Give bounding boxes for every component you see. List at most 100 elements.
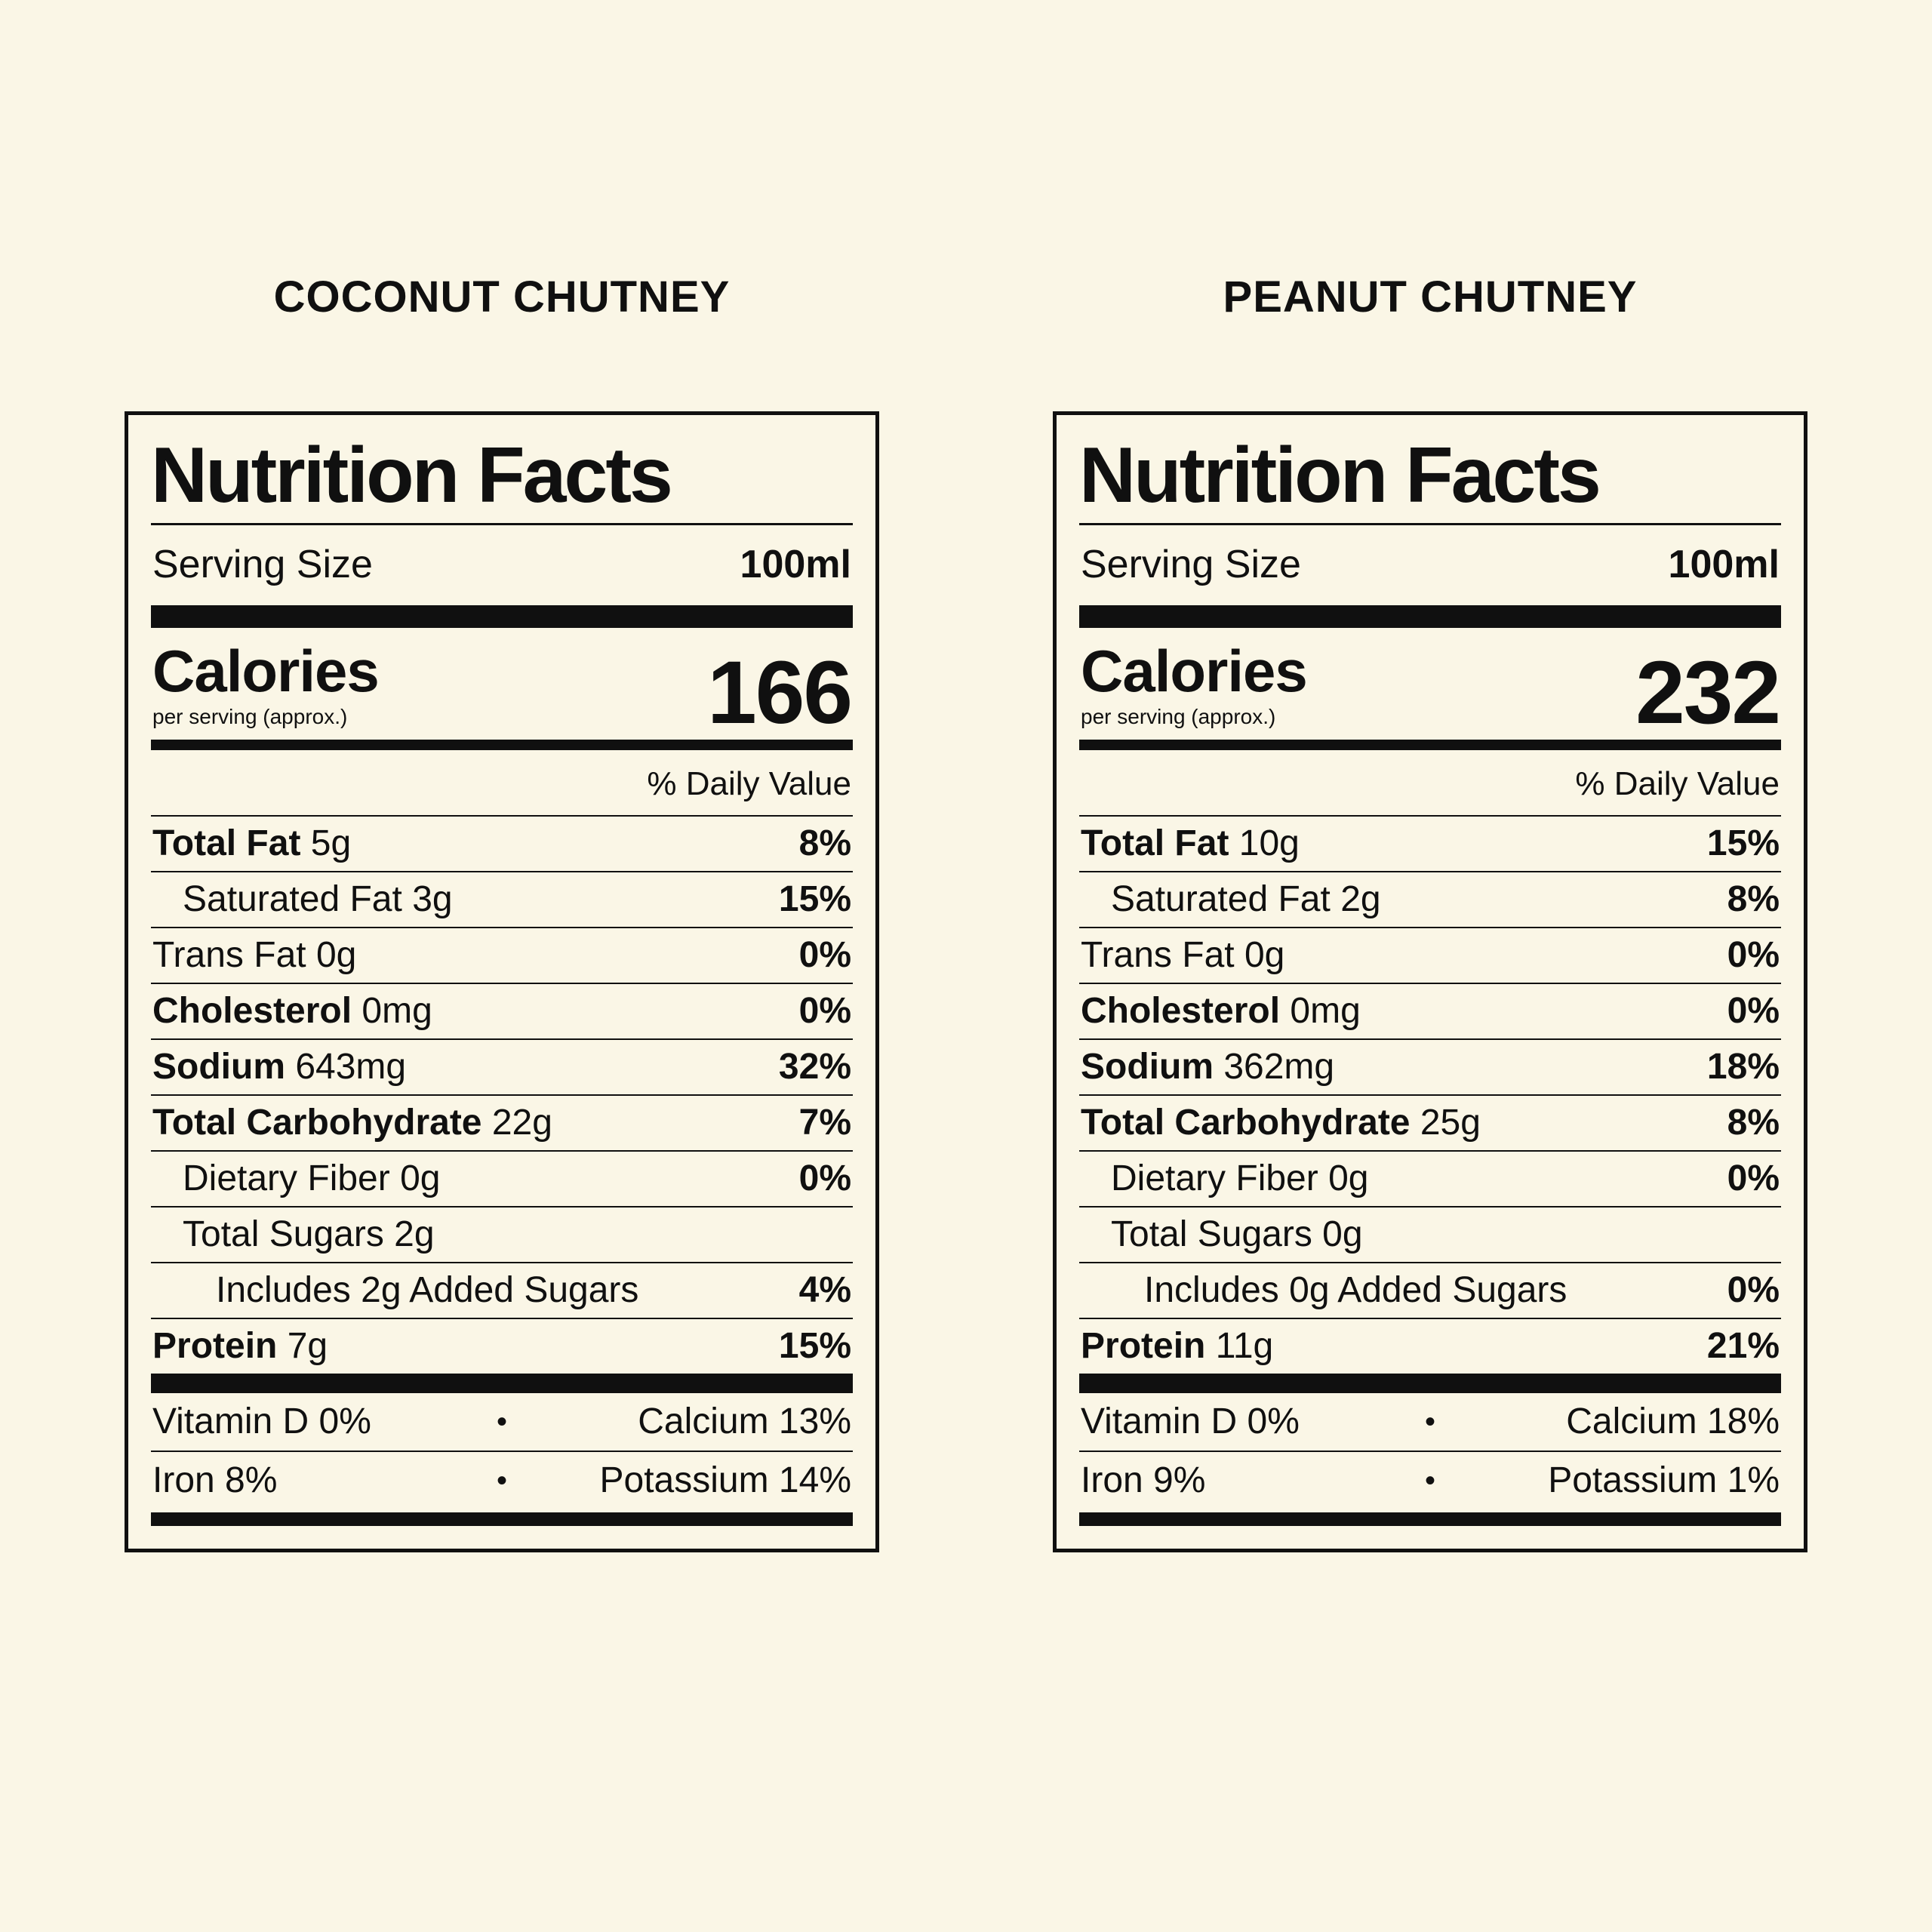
micro-right: Potassium 14% [599, 1460, 852, 1501]
nutrient-name: Total Sugars 0g [1111, 1214, 1363, 1255]
nutrient-dv: 8% [1727, 879, 1780, 920]
divider-bottom [1079, 1512, 1781, 1527]
product-title: COCONUT CHUTNEY [273, 272, 731, 321]
nutrient-name: Protein 11g [1081, 1326, 1274, 1367]
nutrient-name: Dietary Fiber 0g [1111, 1158, 1369, 1199]
nutrient-dv: 0% [1727, 1270, 1780, 1311]
bullet-separator: • [1424, 1464, 1435, 1498]
nutrient-name: Dietary Fiber 0g [183, 1158, 441, 1199]
nutrition-label: Nutrition Facts Serving Size 100ml Calor… [1053, 411, 1807, 1553]
nutrient-dv: 4% [798, 1270, 851, 1311]
micro-right: Calcium 18% [1566, 1401, 1780, 1442]
serving-size-value: 100ml [1668, 543, 1780, 587]
nutrient-name: Protein 7g [152, 1326, 328, 1367]
micro-row-iron-potassium: Iron 9% • Potassium 1% [1079, 1451, 1781, 1509]
nutrient-row-trans-fat: Trans Fat 0g 0% [1079, 927, 1781, 983]
daily-value-header: % Daily Value [1575, 765, 1780, 803]
nutrient-name: Cholesterol 0mg [1081, 991, 1361, 1032]
nutrient-dv: 0% [1727, 935, 1780, 976]
nutrient-dv: 7% [798, 1103, 851, 1143]
nutrient-name: Sodium 362mg [1081, 1047, 1335, 1088]
nutrition-facts-heading: Nutrition Facts [1079, 434, 1781, 526]
nutrient-name: Saturated Fat 2g [1111, 879, 1381, 920]
micro-left: Iron 8% [152, 1460, 278, 1501]
nutrient-row-added-sugars: Includes 0g Added Sugars 0% [1079, 1262, 1781, 1318]
serving-size-label: Serving Size [152, 543, 373, 587]
micro-row-vitamind-calcium: Vitamin D 0% • Calcium 13% [151, 1393, 853, 1451]
serving-size-value: 100ml [740, 543, 851, 587]
daily-value-header: % Daily Value [647, 765, 851, 803]
micro-row-iron-potassium: Iron 8% • Potassium 14% [151, 1451, 853, 1509]
nutrition-label: Nutrition Facts Serving Size 100ml Calor… [125, 411, 879, 1553]
nutrient-dv: 32% [778, 1047, 851, 1088]
nutrient-dv: 15% [778, 879, 851, 920]
calories-value: 166 [707, 642, 853, 743]
bullet-separator: • [1424, 1405, 1435, 1439]
nutrient-name: Total Sugars 2g [183, 1214, 435, 1255]
nutrient-dv: 21% [1706, 1326, 1780, 1367]
nutrient-dv: 8% [1727, 1103, 1780, 1143]
divider-thick [151, 605, 853, 629]
nutrient-row-trans-fat: Trans Fat 0g 0% [151, 927, 853, 983]
nutrient-row-cholesterol: Cholesterol 0mg 0% [1079, 983, 1781, 1038]
divider-medium [1079, 740, 1781, 751]
divider-thick [1079, 605, 1781, 629]
nutrient-name: Trans Fat 0g [1081, 935, 1285, 976]
nutrient-row-total-carbohydrate: Total Carbohydrate 22g 7% [151, 1094, 853, 1150]
micro-right: Calcium 13% [638, 1401, 851, 1442]
nutrient-row-total-fat: Total Fat 10g 15% [1079, 815, 1781, 871]
calories-value: 232 [1635, 642, 1781, 743]
nutrient-row-total-sugars: Total Sugars 2g [151, 1206, 853, 1262]
divider-thick [151, 1374, 853, 1394]
nutrient-row-added-sugars: Includes 2g Added Sugars 4% [151, 1262, 853, 1318]
nutrient-dv: 15% [778, 1326, 851, 1367]
calories-note: per serving (approx.) [1081, 705, 1276, 729]
divider-bottom [151, 1512, 853, 1527]
micro-left: Iron 9% [1081, 1460, 1206, 1501]
nutrient-row-sodium: Sodium 643mg 32% [151, 1038, 853, 1094]
nutrient-name: Includes 2g Added Sugars [216, 1270, 639, 1311]
serving-size-row: Serving Size 100ml [1079, 525, 1781, 605]
nutrient-row-protein: Protein 11g 21% [1079, 1318, 1781, 1374]
nutrient-name: Cholesterol 0mg [152, 991, 432, 1032]
nutrient-name: Total Fat 10g [1081, 823, 1300, 864]
nutrient-dv: 0% [798, 991, 851, 1032]
nutrient-name: Total Fat 5g [152, 823, 352, 864]
product-title: PEANUT CHUTNEY [1223, 272, 1638, 321]
labels-comparison: COCONUT CHUTNEY Nutrition Facts Serving … [125, 272, 1807, 1553]
label-column-peanut: PEANUT CHUTNEY Nutrition Facts Serving S… [1053, 272, 1807, 1553]
nutrient-dv: 15% [1706, 823, 1780, 864]
calories-row: Calories per serving (approx.) 166 [151, 628, 853, 740]
nutrient-name: Trans Fat 0g [152, 935, 357, 976]
nutrient-name: Includes 0g Added Sugars [1144, 1270, 1567, 1311]
nutrient-row-sodium: Sodium 362mg 18% [1079, 1038, 1781, 1094]
nutrient-row-cholesterol: Cholesterol 0mg 0% [151, 983, 853, 1038]
divider-medium [151, 740, 853, 751]
calories-label: Calories [1081, 638, 1308, 705]
micro-right: Potassium 1% [1548, 1460, 1780, 1501]
nutrition-facts-heading: Nutrition Facts [151, 434, 853, 526]
nutrient-dv: 8% [798, 823, 851, 864]
nutrient-row-saturated-fat: Saturated Fat 3g 15% [151, 871, 853, 927]
nutrient-dv: 0% [1727, 991, 1780, 1032]
nutrient-dv: 0% [798, 935, 851, 976]
nutrient-row-total-sugars: Total Sugars 0g [1079, 1206, 1781, 1262]
nutrient-name: Total Carbohydrate 22g [152, 1103, 552, 1143]
nutrient-row-saturated-fat: Saturated Fat 2g 8% [1079, 871, 1781, 927]
nutrient-dv: 18% [1706, 1047, 1780, 1088]
micro-left: Vitamin D 0% [152, 1401, 371, 1442]
calories-label-group: Calories per serving (approx.) [1081, 638, 1308, 729]
calories-note: per serving (approx.) [152, 705, 348, 729]
nutrient-row-protein: Protein 7g 15% [151, 1318, 853, 1374]
nutrient-name: Total Carbohydrate 25g [1081, 1103, 1481, 1143]
serving-size-row: Serving Size 100ml [151, 525, 853, 605]
divider-thick [1079, 1374, 1781, 1394]
nutrient-dv: 0% [798, 1158, 851, 1199]
calories-label: Calories [152, 638, 380, 705]
label-column-coconut: COCONUT CHUTNEY Nutrition Facts Serving … [125, 272, 879, 1553]
nutrient-row-dietary-fiber: Dietary Fiber 0g 0% [151, 1150, 853, 1206]
micro-left: Vitamin D 0% [1081, 1401, 1300, 1442]
serving-size-label: Serving Size [1081, 543, 1301, 587]
bullet-separator: • [496, 1464, 507, 1498]
nutrient-dv: 0% [1727, 1158, 1780, 1199]
